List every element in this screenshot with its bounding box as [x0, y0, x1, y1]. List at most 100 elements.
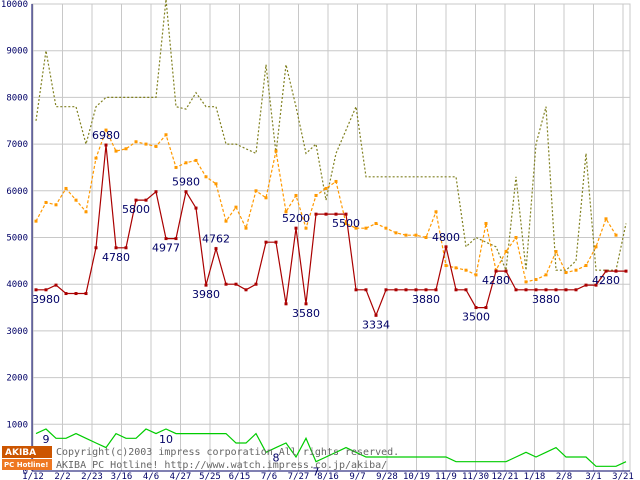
data-label: 4780 — [102, 251, 130, 264]
data-point-avg — [594, 245, 598, 249]
data-point-min — [274, 240, 278, 244]
data-point-min — [104, 143, 108, 147]
data-point-avg — [544, 273, 548, 277]
data-point-min — [624, 269, 628, 273]
data-point-min — [204, 283, 208, 287]
data-point-avg — [514, 236, 518, 239]
data-point-min — [454, 288, 458, 292]
data-point-avg — [184, 161, 188, 165]
copyright-line: Copyright(c)2003 impress corporation All… — [56, 447, 399, 458]
akiba-logo-top-text: AKIBA — [5, 448, 36, 458]
data-label: 4280 — [482, 274, 510, 287]
data-point-avg — [224, 219, 228, 223]
y-tick-label: 3000 — [6, 327, 28, 337]
data-label: 5980 — [172, 176, 200, 189]
y-tick-label: 7000 — [6, 140, 28, 150]
data-label: 3880 — [532, 293, 560, 306]
x-tick-label: 11/30 — [462, 472, 489, 480]
data-point-avg — [364, 226, 368, 230]
data-point-avg — [274, 149, 278, 153]
data-point-min — [514, 288, 518, 292]
x-tick-label: 7/27 — [288, 472, 310, 480]
data-point-min — [404, 288, 408, 292]
x-tick-label: 1/12 — [22, 472, 44, 480]
data-point-min — [244, 288, 248, 292]
data-point-avg — [234, 205, 238, 209]
data-point-avg — [614, 233, 618, 237]
y-tick-label: 6000 — [6, 187, 28, 197]
data-point-avg — [294, 193, 298, 197]
data-point-min — [34, 288, 38, 292]
data-label: 5200 — [282, 212, 310, 225]
data-point-avg — [94, 156, 98, 160]
data-point-avg — [504, 250, 508, 254]
data-point-avg — [604, 217, 608, 221]
data-label: 4280 — [592, 274, 620, 287]
data-point-avg — [84, 210, 88, 214]
data-point-min — [154, 190, 158, 194]
data-point-min — [174, 237, 178, 241]
data-point-min — [494, 269, 498, 273]
data-point-avg — [284, 210, 288, 214]
data-point-avg — [414, 233, 418, 237]
data-point-avg — [134, 140, 138, 144]
series-line-avg — [35, 128, 617, 283]
data-point-min — [374, 313, 378, 317]
data-point-avg — [424, 236, 428, 239]
data-label: 3500 — [462, 311, 490, 324]
data-point-avg — [434, 210, 438, 214]
x-tick-label: 11/9 — [435, 472, 457, 480]
data-label: 4762 — [202, 233, 230, 246]
data-point-min — [184, 190, 188, 194]
series-line-max — [35, 0, 627, 273]
data-point-min — [94, 246, 98, 250]
x-tick-label: 10/19 — [403, 472, 430, 480]
data-point-avg — [194, 158, 198, 162]
data-label: 7 — [313, 466, 320, 479]
data-point-avg — [564, 271, 568, 275]
data-point-min — [554, 288, 558, 292]
x-tick-label: 2/8 — [556, 472, 572, 480]
x-tick-label: 9/7 — [349, 472, 365, 480]
y-tick-label: 0 — [23, 467, 28, 477]
data-point-min — [324, 212, 328, 216]
data-point-min — [614, 269, 618, 273]
x-tick-label: 4/27 — [170, 472, 192, 480]
x-tick-label: 7/6 — [261, 472, 277, 480]
data-point-min — [584, 283, 588, 287]
y-tick-label: 10000 — [1, 0, 28, 10]
data-point-avg — [534, 278, 538, 282]
data-point-avg — [144, 142, 148, 146]
data-point-min — [474, 306, 478, 310]
data-point-avg — [464, 268, 468, 272]
data-point-min — [64, 292, 68, 296]
y-tick-label: 1000 — [6, 420, 28, 430]
akiba-logo-bottom-bg — [2, 459, 52, 470]
data-point-min — [604, 269, 608, 273]
data-point-min — [284, 302, 288, 306]
data-point-avg — [444, 264, 448, 268]
data-point-min — [394, 288, 398, 292]
data-point-avg — [214, 182, 218, 186]
series-group — [35, 0, 627, 467]
data-point-avg — [64, 186, 68, 190]
data-point-avg — [374, 221, 378, 225]
data-point-avg — [204, 175, 208, 179]
data-point-avg — [404, 233, 408, 237]
data-point-min — [414, 288, 418, 292]
data-point-min — [74, 292, 78, 296]
copyright-watermark: AKIBA PC Hotline! Copyright(c)2003 impre… — [2, 446, 399, 471]
data-point-avg — [244, 226, 248, 230]
y-tick-label: 9000 — [6, 47, 28, 57]
data-point-avg — [454, 266, 458, 270]
data-point-avg — [324, 186, 328, 190]
data-point-min — [464, 288, 468, 292]
data-label: 8 — [273, 452, 280, 465]
x-tick-label: 1/18 — [524, 472, 546, 480]
data-point-avg — [104, 128, 108, 132]
data-point-min — [124, 246, 128, 250]
data-point-min — [84, 292, 88, 296]
data-point-avg — [44, 200, 48, 204]
